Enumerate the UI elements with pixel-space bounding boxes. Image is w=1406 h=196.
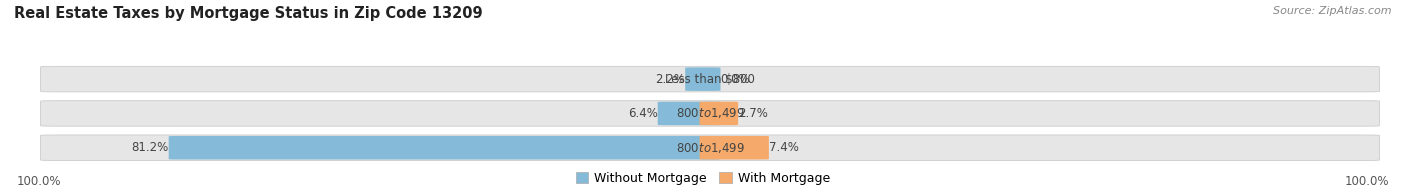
FancyBboxPatch shape (169, 136, 720, 160)
FancyBboxPatch shape (700, 136, 769, 160)
Text: 2.7%: 2.7% (738, 107, 768, 120)
Legend: Without Mortgage, With Mortgage: Without Mortgage, With Mortgage (571, 167, 835, 190)
FancyBboxPatch shape (685, 67, 720, 91)
Text: 100.0%: 100.0% (17, 175, 62, 188)
Text: 6.4%: 6.4% (628, 107, 658, 120)
Text: Real Estate Taxes by Mortgage Status in Zip Code 13209: Real Estate Taxes by Mortgage Status in … (14, 6, 482, 21)
Text: Less than $800: Less than $800 (665, 73, 755, 86)
Text: 2.2%: 2.2% (655, 73, 685, 86)
Text: $800 to $1,499: $800 to $1,499 (675, 141, 745, 155)
FancyBboxPatch shape (41, 135, 1379, 161)
Text: 100.0%: 100.0% (1344, 175, 1389, 188)
Text: Source: ZipAtlas.com: Source: ZipAtlas.com (1274, 6, 1392, 16)
FancyBboxPatch shape (700, 102, 738, 125)
FancyBboxPatch shape (41, 66, 1379, 92)
Text: $800 to $1,499: $800 to $1,499 (675, 106, 745, 120)
FancyBboxPatch shape (658, 102, 720, 125)
FancyBboxPatch shape (41, 101, 1379, 126)
Text: 81.2%: 81.2% (131, 141, 169, 154)
Text: 0.0%: 0.0% (720, 73, 751, 86)
Text: 7.4%: 7.4% (769, 141, 799, 154)
